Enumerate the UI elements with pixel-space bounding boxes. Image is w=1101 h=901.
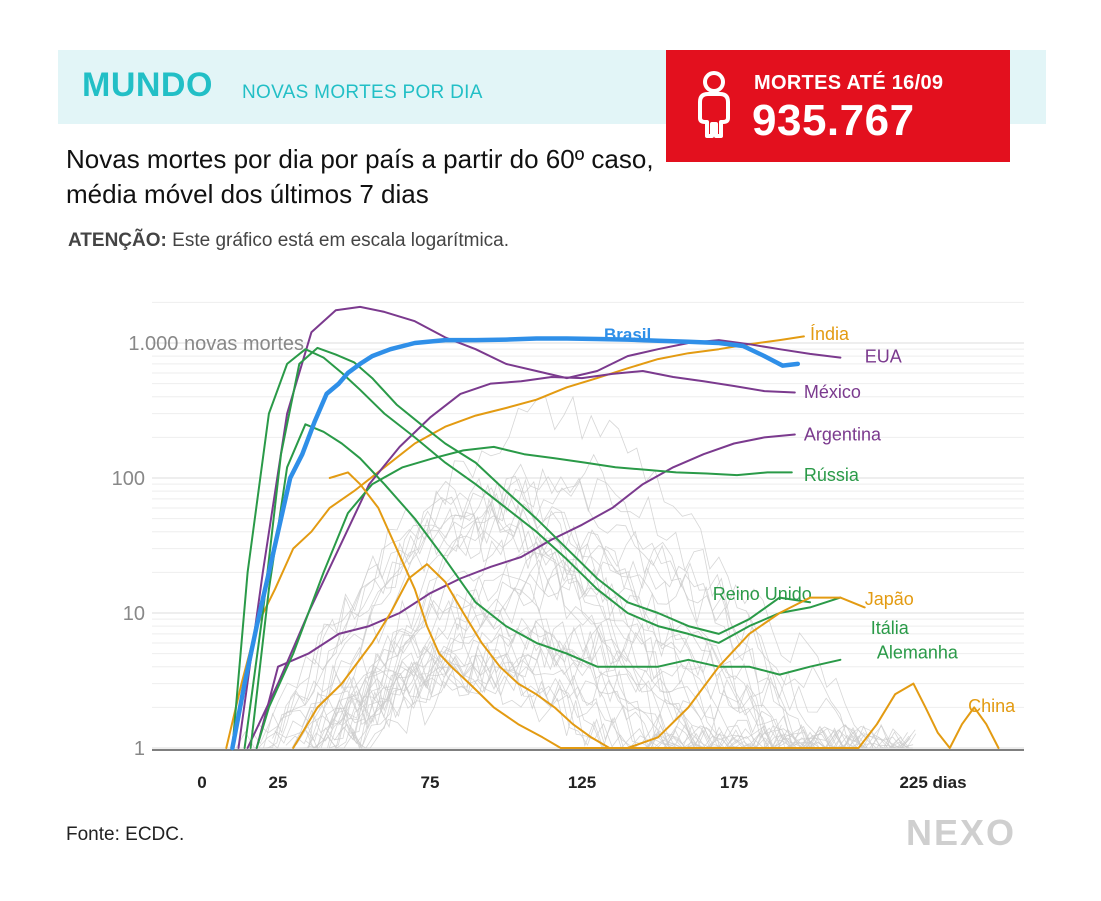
y-tick-label: 100 <box>112 468 145 490</box>
x-tick-label: 0 <box>197 773 206 792</box>
background-country-line <box>352 530 910 750</box>
series-label-índia: Índia <box>810 324 850 344</box>
background-country-line <box>296 468 908 749</box>
background-country-line <box>351 614 909 749</box>
series-label-alemanha: Alemanha <box>877 643 959 663</box>
background-country-line <box>299 502 775 749</box>
metric-title: NOVAS MORTES POR DIA <box>242 82 483 103</box>
series-line-brasil <box>230 336 801 751</box>
series-label-eua: EUA <box>865 346 902 366</box>
background-country-line <box>308 395 911 749</box>
x-tick-label: 125 <box>568 773 596 792</box>
y-tick-label: 10 <box>123 603 145 625</box>
x-tick-label: 75 <box>421 773 440 792</box>
series-line-japão <box>292 563 866 749</box>
series-line-argentina <box>255 433 796 749</box>
x-tick-label: 225 dias <box>899 773 966 792</box>
series-line-índia <box>225 335 805 749</box>
background-country-line <box>303 659 743 749</box>
person-icon <box>698 71 730 138</box>
log-scale-note: ATENÇÃO: Este gráfico está em escala log… <box>68 230 509 252</box>
series-label-rússia: Rússia <box>804 465 860 485</box>
background-country-line <box>235 653 912 749</box>
background-country-line <box>326 629 820 750</box>
y-tick-label: 1.000 novas mortes <box>128 333 304 355</box>
background-country-line <box>307 593 747 750</box>
background-country-line <box>350 543 917 750</box>
background-country-line <box>274 655 722 750</box>
series-line-alemanha <box>249 423 842 749</box>
series-label-china: China <box>968 696 1016 716</box>
series-line-itália <box>231 348 842 749</box>
background-country-line <box>258 650 806 749</box>
series-line-rússia <box>255 445 793 749</box>
source-note: Fonte: ECDC. <box>66 824 185 845</box>
series-line-china <box>328 471 1000 749</box>
series-line-eua <box>237 305 842 749</box>
series-label-itália: Itália <box>871 618 910 638</box>
background-country-line <box>328 453 913 749</box>
background-country-line <box>334 620 865 749</box>
nexo-logo: NEXO <box>906 812 1017 853</box>
series-line-reino-unido <box>243 346 811 749</box>
chart: 1 10 100 1.000 novas mortes 0 25 75 125 175 225 d… <box>112 301 1024 792</box>
x-tick-label: 175 <box>720 773 748 792</box>
series-label-méxico: México <box>804 382 861 402</box>
deaths-value: 935.767 <box>752 96 915 145</box>
deaths-summary-box: MORTES ATÉ 16/09 935.767 <box>666 50 1010 162</box>
series-label-argentina: Argentina <box>804 424 882 444</box>
series-line-méxico <box>246 370 796 749</box>
region-title: MUNDO <box>82 66 213 104</box>
y-tick-label: 1 <box>134 738 145 760</box>
background-country-line <box>338 519 768 749</box>
chart-subtitle: Novas mortes por dia por país a partir d… <box>66 144 654 209</box>
note-text: Este gráfico está em escala logarítmica. <box>172 230 510 251</box>
x-tick-label: 25 <box>269 773 288 792</box>
series-label-brasil: Brasil <box>604 325 651 344</box>
series-label-reino-unido: Reino Unido <box>713 584 812 604</box>
background-country-line <box>327 524 903 749</box>
note-prefix: ATENÇÃO: <box>68 230 167 251</box>
series-label-japão: Japão <box>865 589 914 609</box>
deaths-label: MORTES ATÉ 16/09 <box>754 72 944 94</box>
